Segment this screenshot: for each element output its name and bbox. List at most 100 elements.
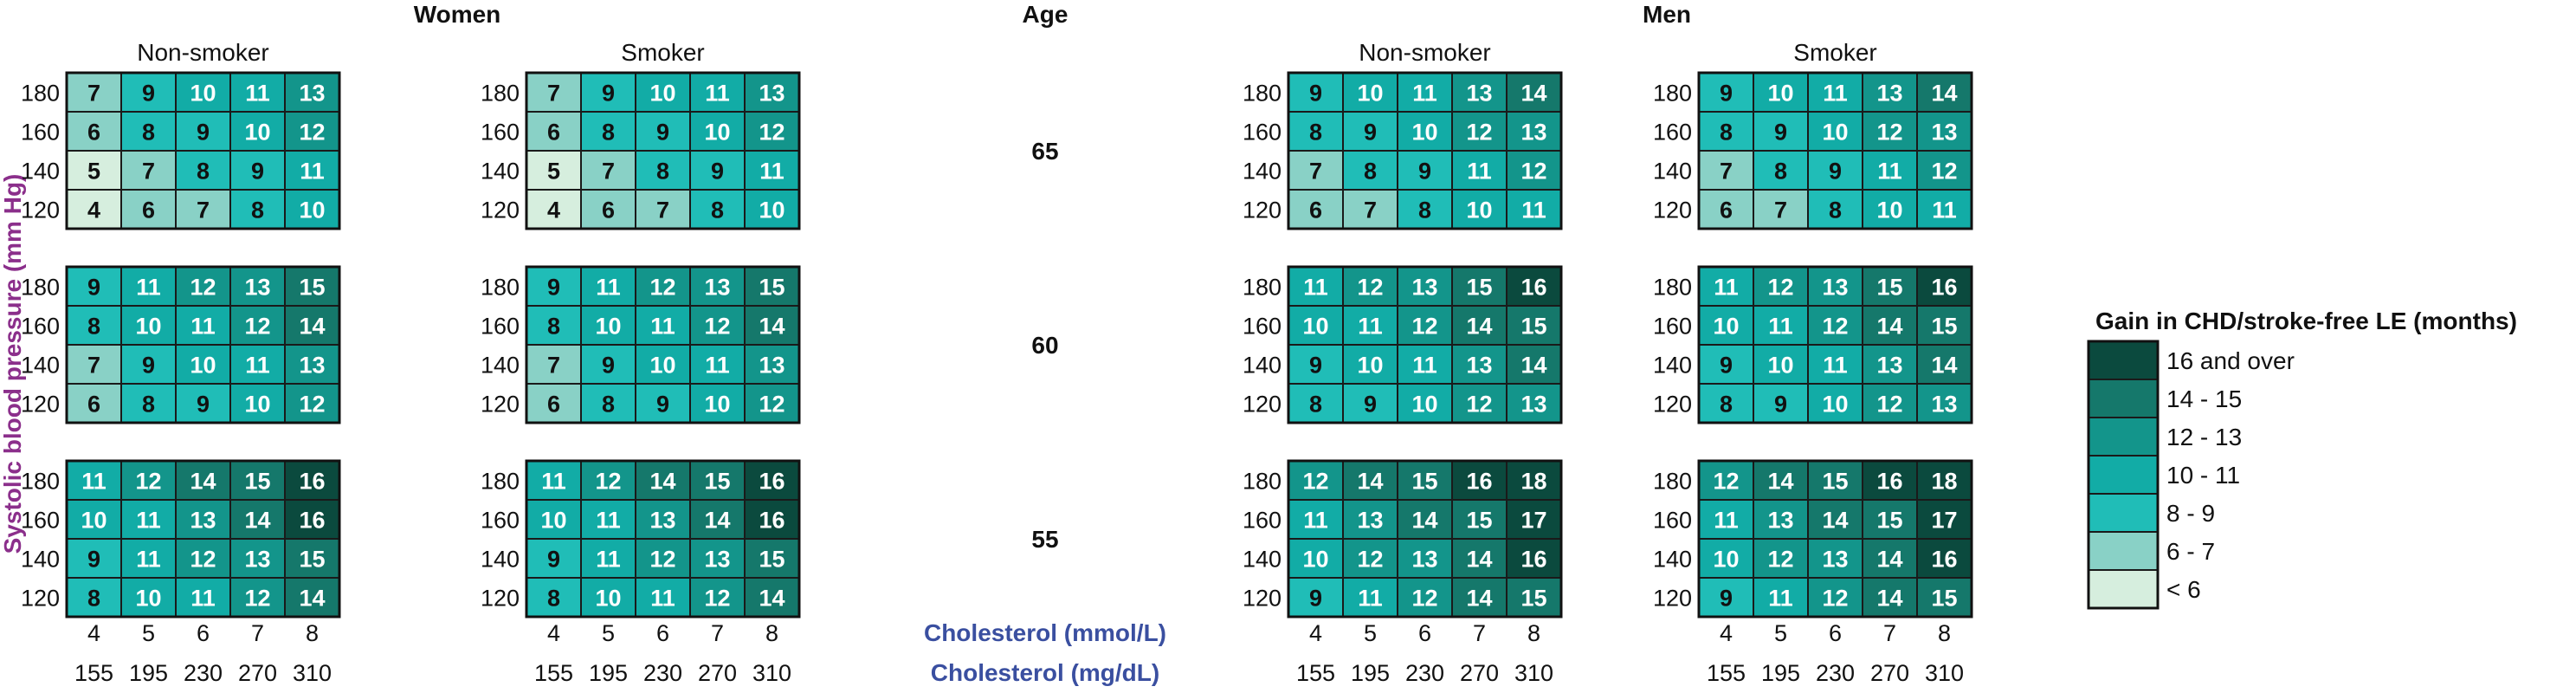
cell-value-label: 9 (547, 547, 560, 573)
cell-value-label: 13 (1931, 120, 1957, 146)
cell-value-label: 6 (547, 120, 560, 146)
cell-value-label: 10 (1466, 198, 1492, 223)
cell-value-label: 9 (1364, 120, 1377, 146)
cell-value-label: 10 (595, 586, 621, 612)
cell-value-label: 12 (1466, 392, 1492, 418)
cell-value-label: 13 (704, 547, 730, 573)
heatmap-cell (120, 577, 177, 618)
cell-value-label: 11 (596, 275, 621, 301)
chol-mgdl-tick-label: 230 (1405, 660, 1444, 686)
legend-item-label: 10 - 11 (2166, 462, 2240, 489)
cell-value-label: 11 (1823, 353, 1848, 379)
heatmap-cell (1342, 266, 1398, 307)
age-label-55: 55 (1031, 526, 1058, 553)
chol-mgdl-tick-label: 230 (184, 660, 223, 686)
cell-value-label: 9 (251, 159, 264, 185)
cell-value-label: 11 (1521, 198, 1546, 223)
heatmap-cell (229, 189, 286, 230)
cell-value-label: 13 (299, 81, 325, 107)
cell-value-label: 12 (244, 586, 270, 612)
cell-value-label: 13 (1466, 81, 1492, 107)
cell-value-label: 10 (190, 81, 216, 107)
sbp-tick-label: 140 (1243, 547, 1282, 573)
cell-value-label: 12 (1411, 586, 1437, 612)
heatmap-cell (284, 577, 340, 618)
cell-value-label: 13 (1520, 392, 1546, 418)
panel-women-nonsmoker-age-60: 9 11 12 13 15 8 10 11 12 14 7 9 10 11 13 6 8 9 10 12 180 160 1… (21, 265, 341, 424)
age-title: Age (1023, 1, 1068, 28)
sbp-tick-label: 180 (21, 469, 60, 495)
cell-value-label: 13 (1822, 547, 1848, 573)
cell-value-label: 12 (1931, 159, 1957, 185)
cell-value-label: 8 (1774, 159, 1787, 185)
heatmap-cell (229, 150, 286, 191)
heatmap-cell (1397, 72, 1453, 113)
chol-mmol-tick-label: 6 (1829, 620, 1842, 646)
cell-value-label: 13 (1466, 353, 1492, 379)
cell-value-label: 13 (190, 508, 216, 534)
cell-value-label: 6 (142, 198, 155, 223)
cell-value-label: 16 (1931, 275, 1957, 301)
sbp-tick-label: 180 (21, 81, 60, 107)
heatmap-cell (744, 499, 800, 540)
cell-value-label: 12 (190, 275, 216, 301)
cell-value-label: 11 (1714, 508, 1739, 534)
cell-value-label: 7 (547, 353, 560, 379)
cell-value-label: 14 (1876, 314, 1902, 340)
chol-mgdl-tick-label: 270 (698, 660, 737, 686)
sbp-tick-label: 180 (21, 275, 60, 301)
panel-border (525, 265, 801, 424)
heatmap-cell (120, 499, 177, 540)
sbp-tick-label: 160 (1243, 314, 1282, 340)
cell-value-label: 13 (299, 353, 325, 379)
heatmap-cell (1397, 577, 1453, 618)
heatmap-cell (744, 577, 800, 618)
sbp-tick-label: 140 (21, 353, 60, 379)
heatmap-cell (1506, 538, 1562, 579)
cell-value-label: 12 (595, 469, 621, 495)
heatmap-cell (580, 305, 636, 346)
sbp-tick-label: 120 (21, 198, 60, 223)
chol-mgdl-tick-label: 310 (293, 660, 332, 686)
cell-value-label: 12 (1357, 275, 1383, 301)
cell-value-label: 10 (81, 508, 107, 534)
cell-value-label: 8 (142, 120, 155, 146)
heatmap-cell (1916, 499, 1972, 540)
cell-value-label: 10 (1767, 81, 1793, 107)
legend-swatch (2088, 531, 2159, 571)
heatmap-cell (1506, 189, 1562, 230)
cell-value-label: 11 (1412, 353, 1437, 379)
heatmap-cell (1451, 305, 1508, 346)
cell-value-label: 10 (1357, 353, 1383, 379)
cell-value-label: 8 (87, 314, 100, 340)
heatmap-cell (1862, 577, 1918, 618)
cell-value-label: 8 (547, 586, 560, 612)
chol-mmol-tick-label: 7 (1883, 620, 1896, 646)
chol-mmol-tick-label: 5 (602, 620, 615, 646)
panel-men-smoker-age-65: 9 10 11 13 14 8 9 10 12 13 7 8 9 11 12 6 7 8 10 11 180 160 140… (1653, 71, 1973, 230)
sbp-tick-label: 160 (1243, 120, 1282, 146)
cell-value-label: 9 (1774, 120, 1787, 146)
cell-value-label: 8 (602, 392, 615, 418)
panel-border (1697, 265, 1973, 424)
chol-mmol-tick-label: 5 (1774, 620, 1787, 646)
sbp-tick-label: 140 (21, 159, 60, 185)
cell-value-label: 7 (602, 159, 615, 185)
sbp-tick-label: 120 (481, 198, 520, 223)
cell-value-label: 10 (1302, 314, 1328, 340)
chol-mgdl-tick-label: 155 (534, 660, 573, 686)
sbp-tick-label: 180 (481, 275, 520, 301)
chol-mmol-tick-label: 8 (1527, 620, 1540, 646)
cell-value-label: 8 (547, 314, 560, 340)
heatmap-cell (526, 344, 582, 385)
cell-value-label: 10 (135, 586, 161, 612)
cell-value-label: 12 (759, 120, 784, 146)
cell-value-label: 15 (1466, 508, 1492, 534)
cell-value-label: 15 (299, 547, 325, 573)
heatmap-cell (689, 344, 746, 385)
y-axis-title: Systolic blood pressure (mm Hg) (0, 174, 26, 554)
sbp-tick-label: 120 (1243, 586, 1282, 612)
heatmap-cell (1862, 305, 1918, 346)
cell-value-label: 14 (1931, 353, 1957, 379)
